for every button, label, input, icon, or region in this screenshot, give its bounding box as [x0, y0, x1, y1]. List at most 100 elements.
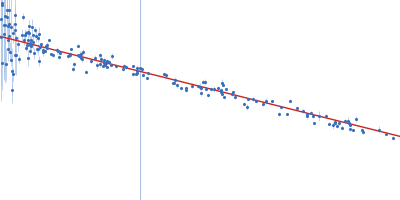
- Point: [202, 87, 209, 90]
- Point: [43, 46, 50, 49]
- Point: [12, 22, 18, 25]
- Point: [219, 81, 226, 84]
- Point: [198, 87, 204, 90]
- Point: [325, 122, 332, 125]
- Point: [102, 62, 108, 66]
- Point: [331, 120, 338, 123]
- Point: [350, 128, 357, 131]
- Point: [286, 99, 293, 103]
- Point: [232, 95, 238, 98]
- Point: [218, 90, 224, 93]
- Point: [96, 54, 103, 57]
- Point: [178, 87, 184, 90]
- Point: [37, 42, 44, 45]
- Point: [26, 32, 32, 35]
- Point: [244, 98, 251, 101]
- Point: [103, 65, 110, 68]
- Point: [120, 68, 126, 71]
- Point: [80, 50, 86, 54]
- Point: [36, 32, 42, 35]
- Point: [0, 24, 7, 27]
- Point: [333, 124, 340, 127]
- Point: [23, 31, 29, 34]
- Point: [18, 33, 25, 36]
- Point: [34, 48, 40, 51]
- Point: [322, 114, 329, 117]
- Point: [339, 126, 345, 129]
- Point: [28, 38, 34, 42]
- Point: [140, 73, 146, 76]
- Point: [134, 69, 140, 72]
- Point: [30, 33, 36, 37]
- Point: [134, 71, 140, 74]
- Point: [250, 97, 256, 101]
- Point: [8, 58, 14, 61]
- Point: [78, 52, 84, 56]
- Point: [9, 73, 16, 76]
- Point: [112, 64, 119, 68]
- Point: [6, 50, 13, 53]
- Point: [204, 94, 211, 97]
- Point: [201, 81, 208, 84]
- Point: [78, 56, 84, 59]
- Point: [5, 35, 12, 38]
- Point: [244, 105, 250, 109]
- Point: [75, 54, 82, 57]
- Point: [35, 48, 42, 51]
- Point: [133, 72, 140, 76]
- Point: [161, 73, 167, 76]
- Point: [32, 28, 38, 32]
- Point: [26, 41, 33, 44]
- Point: [65, 54, 71, 57]
- Point: [376, 128, 382, 131]
- Point: [75, 44, 81, 47]
- Point: [28, 26, 35, 29]
- Point: [19, 15, 26, 18]
- Point: [214, 86, 221, 89]
- Point: [16, 58, 22, 61]
- Point: [22, 34, 28, 37]
- Point: [170, 81, 176, 85]
- Point: [183, 86, 189, 89]
- Point: [220, 84, 226, 87]
- Point: [172, 78, 178, 81]
- Point: [0, 1, 5, 5]
- Point: [263, 99, 269, 102]
- Point: [70, 67, 76, 71]
- Point: [9, 89, 15, 92]
- Point: [88, 60, 94, 63]
- Point: [67, 52, 74, 56]
- Point: [40, 51, 46, 54]
- Point: [109, 54, 115, 57]
- Point: [383, 133, 390, 136]
- Point: [45, 38, 52, 42]
- Point: [55, 49, 61, 52]
- Point: [241, 102, 247, 105]
- Point: [163, 74, 170, 77]
- Point: [25, 39, 31, 42]
- Point: [230, 90, 237, 93]
- Point: [1, 23, 8, 27]
- Point: [223, 88, 230, 91]
- Point: [4, 9, 11, 12]
- Point: [102, 61, 109, 64]
- Point: [171, 81, 177, 85]
- Point: [36, 59, 42, 63]
- Point: [346, 122, 352, 125]
- Point: [122, 66, 129, 69]
- Point: [130, 64, 136, 67]
- Point: [342, 120, 348, 123]
- Point: [0, 3, 6, 7]
- Point: [76, 54, 82, 57]
- Point: [11, 28, 18, 31]
- Point: [229, 92, 235, 96]
- Point: [189, 84, 195, 87]
- Point: [24, 44, 30, 47]
- Point: [358, 128, 365, 131]
- Point: [345, 119, 352, 122]
- Point: [105, 60, 112, 64]
- Point: [139, 68, 146, 71]
- Point: [174, 84, 181, 87]
- Point: [108, 63, 114, 66]
- Point: [120, 64, 127, 68]
